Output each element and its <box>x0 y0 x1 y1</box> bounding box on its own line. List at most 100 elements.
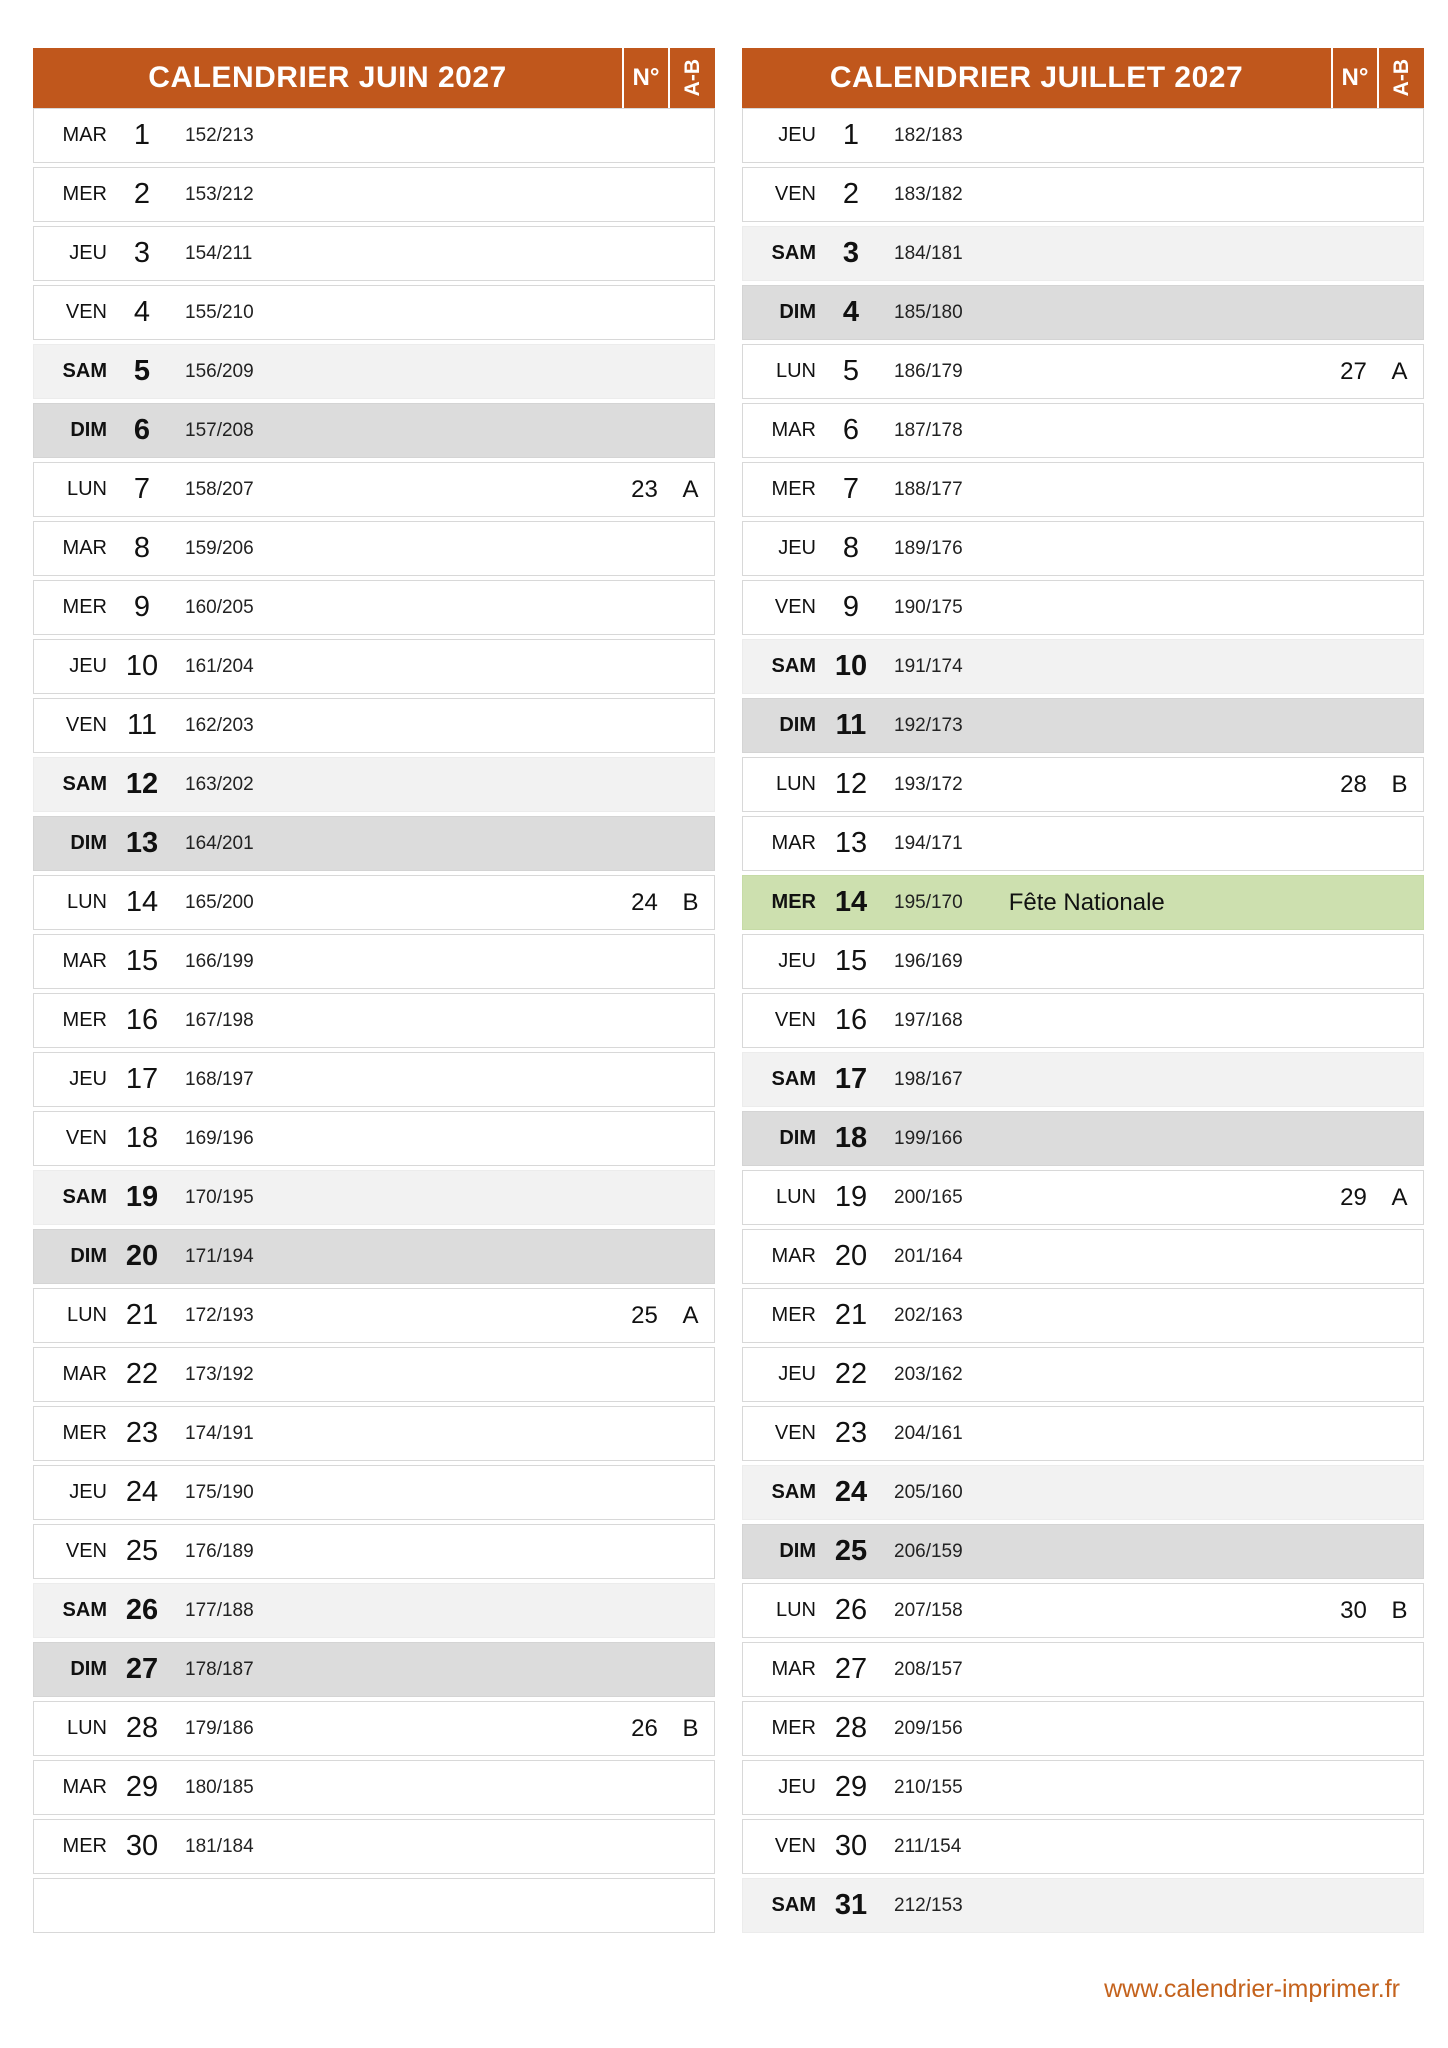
day-of-year-counter: 191/174 <box>894 655 963 677</box>
day-name: LUN <box>66 478 107 500</box>
day-of-year-counter: 188/177 <box>894 478 963 500</box>
day-of-year-counter: 210/155 <box>894 1776 963 1798</box>
ab-letter: B <box>1391 770 1408 798</box>
day-name: DIM <box>70 419 107 441</box>
day-name: MAR <box>62 124 107 146</box>
day-of-year-counter: 183/182 <box>894 183 963 205</box>
day-number: 5 <box>842 355 860 387</box>
day-row: LUN 5 186/179 27 A <box>742 344 1424 399</box>
day-of-year-counter: 158/207 <box>185 478 254 500</box>
day-name: VEN <box>65 301 107 323</box>
day-number: 24 <box>834 1476 868 1508</box>
website-link[interactable]: www.calendrier-imprimer.fr <box>1104 1975 1400 2003</box>
day-number: 7 <box>842 473 860 505</box>
week-number: 23 <box>631 475 658 503</box>
day-name: DIM <box>779 1540 816 1562</box>
day-of-year-counter: 186/179 <box>894 360 963 382</box>
day-of-year-counter: 155/210 <box>185 301 254 323</box>
day-row: VEN 2 183/182 <box>742 167 1424 222</box>
day-name: DIM <box>779 301 816 323</box>
day-of-year-counter: 174/191 <box>185 1422 254 1444</box>
day-name: DIM <box>70 1658 107 1680</box>
day-row: MAR 6 187/178 <box>742 403 1424 458</box>
day-row: VEN 9 190/175 <box>742 580 1424 635</box>
day-of-year-counter: 164/201 <box>185 832 254 854</box>
week-number: 28 <box>1340 770 1367 798</box>
day-name: MAR <box>62 537 107 559</box>
day-number: 16 <box>834 1004 868 1036</box>
day-name: MER <box>62 1835 107 1857</box>
day-number: 21 <box>834 1299 868 1331</box>
day-of-year-counter: 197/168 <box>894 1009 963 1031</box>
day-of-year-counter: 196/169 <box>894 950 963 972</box>
week-number: 27 <box>1340 357 1367 385</box>
day-number: 25 <box>125 1535 159 1567</box>
day-number: 14 <box>834 886 868 918</box>
day-of-year-counter: 163/202 <box>185 773 254 795</box>
holiday-label: Fête Nationale <box>1008 888 1165 916</box>
day-number: 11 <box>126 709 158 741</box>
day-row: DIM 25 206/159 <box>742 1524 1424 1579</box>
week-number: 24 <box>631 888 658 916</box>
day-row: MAR 8 159/206 <box>33 521 715 576</box>
day-of-year-counter: 209/156 <box>894 1717 963 1739</box>
month-panel-june: CALENDRIER JUIN 2027 N° A-B MAR 1 152/21… <box>33 48 715 1937</box>
day-row: SAM 3 184/181 <box>742 226 1424 281</box>
day-row: MAR 13 194/171 <box>742 816 1424 871</box>
day-of-year-counter: 170/195 <box>185 1186 254 1208</box>
day-name: JEU <box>778 1363 816 1385</box>
day-of-year-counter: 165/200 <box>185 891 254 913</box>
week-number-column-header: N° <box>622 48 668 108</box>
day-name: MAR <box>771 1658 816 1680</box>
day-name: MER <box>771 478 816 500</box>
day-name: VEN <box>65 1127 107 1149</box>
calendar-columns: CALENDRIER JUIN 2027 N° A-B MAR 1 152/21… <box>33 48 1424 1937</box>
day-of-year-counter: 201/164 <box>894 1245 963 1267</box>
day-name: SAM <box>62 1186 107 1208</box>
week-number: 25 <box>631 1301 658 1329</box>
day-of-year-counter: 206/159 <box>894 1540 963 1562</box>
day-number: 7 <box>133 473 151 505</box>
day-row: DIM 11 192/173 <box>742 698 1424 753</box>
day-name: MER <box>771 1717 816 1739</box>
day-row: VEN 11 162/203 <box>33 698 715 753</box>
day-row: VEN 25 176/189 <box>33 1524 715 1579</box>
day-of-year-counter: 160/205 <box>185 596 254 618</box>
day-rows: MAR 1 152/213 MER 2 153/212 JEU 3 154/21… <box>33 108 715 1933</box>
day-number: 15 <box>834 945 868 977</box>
day-of-year-counter: 153/212 <box>185 183 254 205</box>
day-row: LUN 12 193/172 28 B <box>742 757 1424 812</box>
day-number: 10 <box>834 650 868 682</box>
day-number: 24 <box>125 1476 159 1508</box>
day-number: 3 <box>842 237 860 269</box>
day-name: MAR <box>62 1776 107 1798</box>
day-name: MAR <box>62 950 107 972</box>
day-of-year-counter: 195/170 <box>894 891 963 913</box>
day-row: LUN 28 179/186 26 B <box>33 1701 715 1756</box>
ab-letter: A <box>1391 1183 1408 1211</box>
day-of-year-counter: 172/193 <box>185 1304 254 1326</box>
day-row: JEU 15 196/169 <box>742 934 1424 989</box>
day-row: MER 2 153/212 <box>33 167 715 222</box>
ab-letter: B <box>682 888 699 916</box>
day-name: SAM <box>771 242 816 264</box>
day-of-year-counter: 162/203 <box>185 714 254 736</box>
day-row: VEN 16 197/168 <box>742 993 1424 1048</box>
day-of-year-counter: 152/213 <box>185 124 254 146</box>
day-number: 8 <box>842 532 860 564</box>
day-of-year-counter: 176/189 <box>185 1540 254 1562</box>
day-rows: JEU 1 182/183 VEN 2 183/182 SAM 3 184/18… <box>742 108 1424 1933</box>
day-number: 25 <box>834 1535 868 1567</box>
day-of-year-counter: 194/171 <box>894 832 963 854</box>
day-name: MAR <box>771 832 816 854</box>
day-row: LUN 19 200/165 29 A <box>742 1170 1424 1225</box>
day-number: 20 <box>834 1240 868 1272</box>
day-number: 21 <box>125 1299 159 1331</box>
day-row: JEU 8 189/176 <box>742 521 1424 576</box>
day-name: DIM <box>70 1245 107 1267</box>
empty-row <box>33 1878 715 1933</box>
day-name: VEN <box>774 183 816 205</box>
week-number: 26 <box>631 1714 658 1742</box>
day-of-year-counter: 154/211 <box>185 242 253 264</box>
day-row: MER 7 188/177 <box>742 462 1424 517</box>
